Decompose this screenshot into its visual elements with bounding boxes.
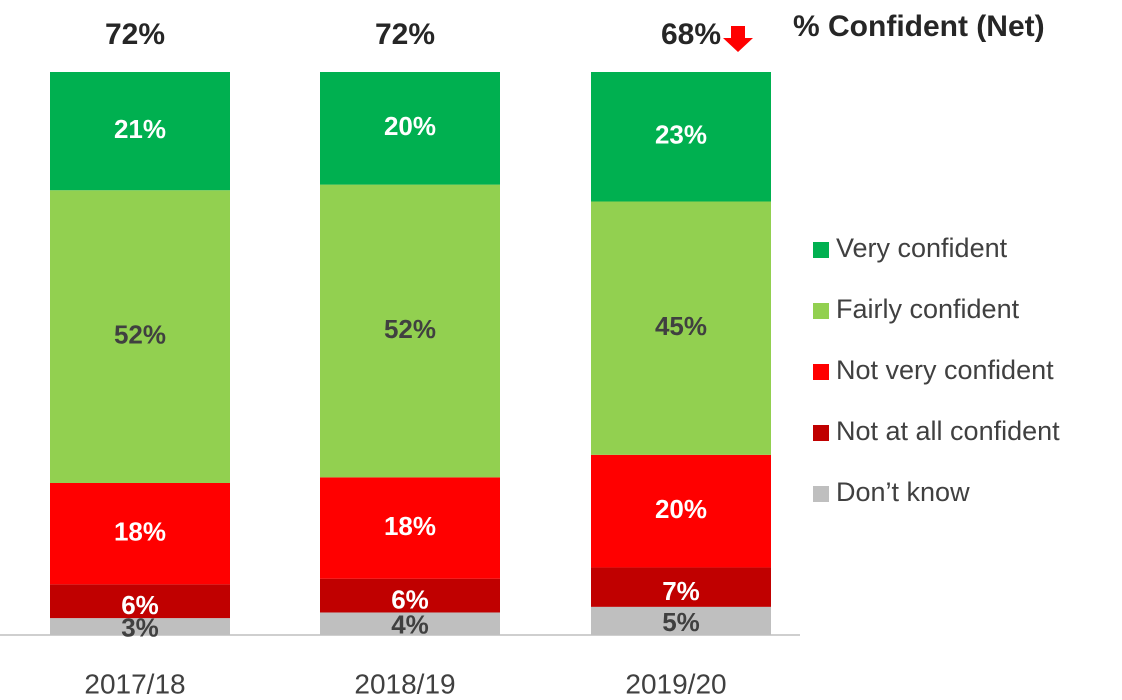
legend-label: Not very confident <box>836 355 1054 385</box>
data-label: 52% <box>384 314 436 344</box>
chart-title: % Confident (Net) <box>793 10 1045 43</box>
bar-segment <box>320 477 500 579</box>
data-label: 20% <box>655 494 707 524</box>
x-tick-label: 2019/20 <box>625 668 726 699</box>
data-label: 5% <box>662 607 700 637</box>
net-label: 72% <box>375 18 435 51</box>
x-tick-label: 2017/18 <box>84 668 185 699</box>
bar-segment <box>50 584 230 619</box>
data-label: 23% <box>655 120 707 150</box>
bar-segment <box>50 72 230 191</box>
legend-swatch <box>813 486 829 502</box>
bar-segment <box>320 72 500 185</box>
bar-segment <box>591 201 771 455</box>
legend-label: Fairly confident <box>836 294 1020 324</box>
data-label: 6% <box>121 590 159 620</box>
net-label: 72% <box>105 18 165 51</box>
data-label: 20% <box>384 111 436 141</box>
data-label: 21% <box>114 114 166 144</box>
legend-swatch <box>813 303 829 319</box>
bar-segment <box>320 184 500 478</box>
bar-segment <box>591 606 771 635</box>
bar-segment <box>591 454 771 568</box>
data-label: 18% <box>384 511 436 541</box>
data-label: 4% <box>391 610 429 640</box>
legend-swatch <box>813 425 829 441</box>
bar-segment <box>50 482 230 585</box>
bar-segment <box>320 578 500 613</box>
bar-segment <box>50 618 230 635</box>
bar-segment <box>591 72 771 202</box>
decrease-arrow <box>723 26 753 52</box>
legend-label: Don’t know <box>836 477 970 507</box>
legend-label: Not at all confident <box>836 416 1060 446</box>
legend-label: Very confident <box>836 233 1008 263</box>
data-label: 18% <box>114 517 166 547</box>
bar-segment <box>591 567 771 607</box>
x-tick-label: 2018/19 <box>354 668 455 699</box>
data-label: 45% <box>655 311 707 341</box>
bar-segment <box>50 190 230 483</box>
data-label: 52% <box>114 319 166 349</box>
data-label: 7% <box>662 576 700 606</box>
data-label: 6% <box>391 584 429 614</box>
bar-segment <box>320 612 500 635</box>
net-label: 68% <box>661 18 721 51</box>
legend-swatch <box>813 242 829 258</box>
legend-swatch <box>813 364 829 380</box>
